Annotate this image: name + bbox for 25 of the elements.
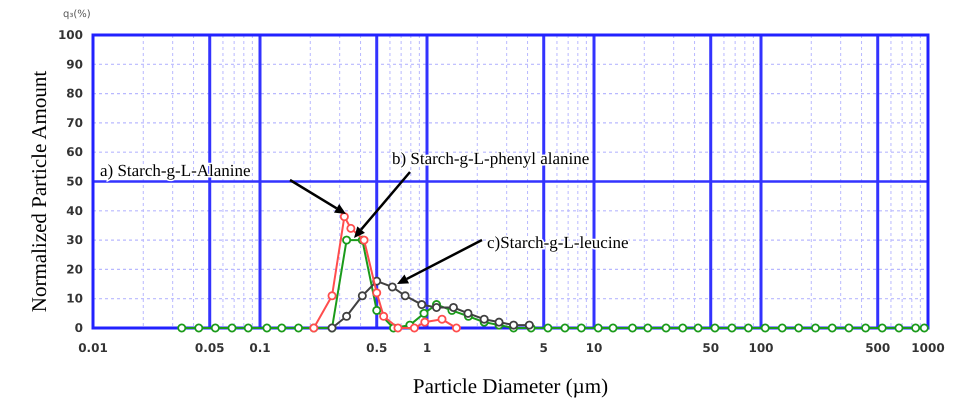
y-tick-label: 40 <box>66 204 83 218</box>
y-tick-label: 60 <box>66 145 83 160</box>
x-axis-title: Particle Diameter (µm) <box>412 374 608 398</box>
x-tick-label: 1 <box>422 341 432 355</box>
y-tick-label: 70 <box>66 116 83 130</box>
x-tick-label: 0.05 <box>194 341 225 355</box>
x-tick-label: 1000 <box>911 341 945 355</box>
y-tick-label: 10 <box>66 292 83 306</box>
x-tick-label: 500 <box>865 341 890 355</box>
x-tick-label: 0.1 <box>249 341 271 355</box>
text: q₃(%) <box>63 9 91 20</box>
y-tick-label: 0 <box>74 321 83 335</box>
x-tick-label: 0.5 <box>366 341 388 355</box>
y-axis-title: Normalized Particle Amount <box>27 70 51 312</box>
x-tick-label: 100 <box>748 341 774 355</box>
y-tick-label: 50 <box>66 174 83 188</box>
y-tick-label: 20 <box>66 262 83 276</box>
x-tick-label: 50 <box>702 341 720 355</box>
y-tick-label: 100 <box>58 28 83 42</box>
y-tick-label: 90 <box>66 57 83 72</box>
x-tick-label: 5 <box>540 341 548 355</box>
y-tick-label: 30 <box>66 233 83 248</box>
x-tick-label: 0.01 <box>78 341 108 355</box>
x-tick-label: 10 <box>586 341 602 355</box>
y-tick-label: 80 <box>66 86 83 101</box>
